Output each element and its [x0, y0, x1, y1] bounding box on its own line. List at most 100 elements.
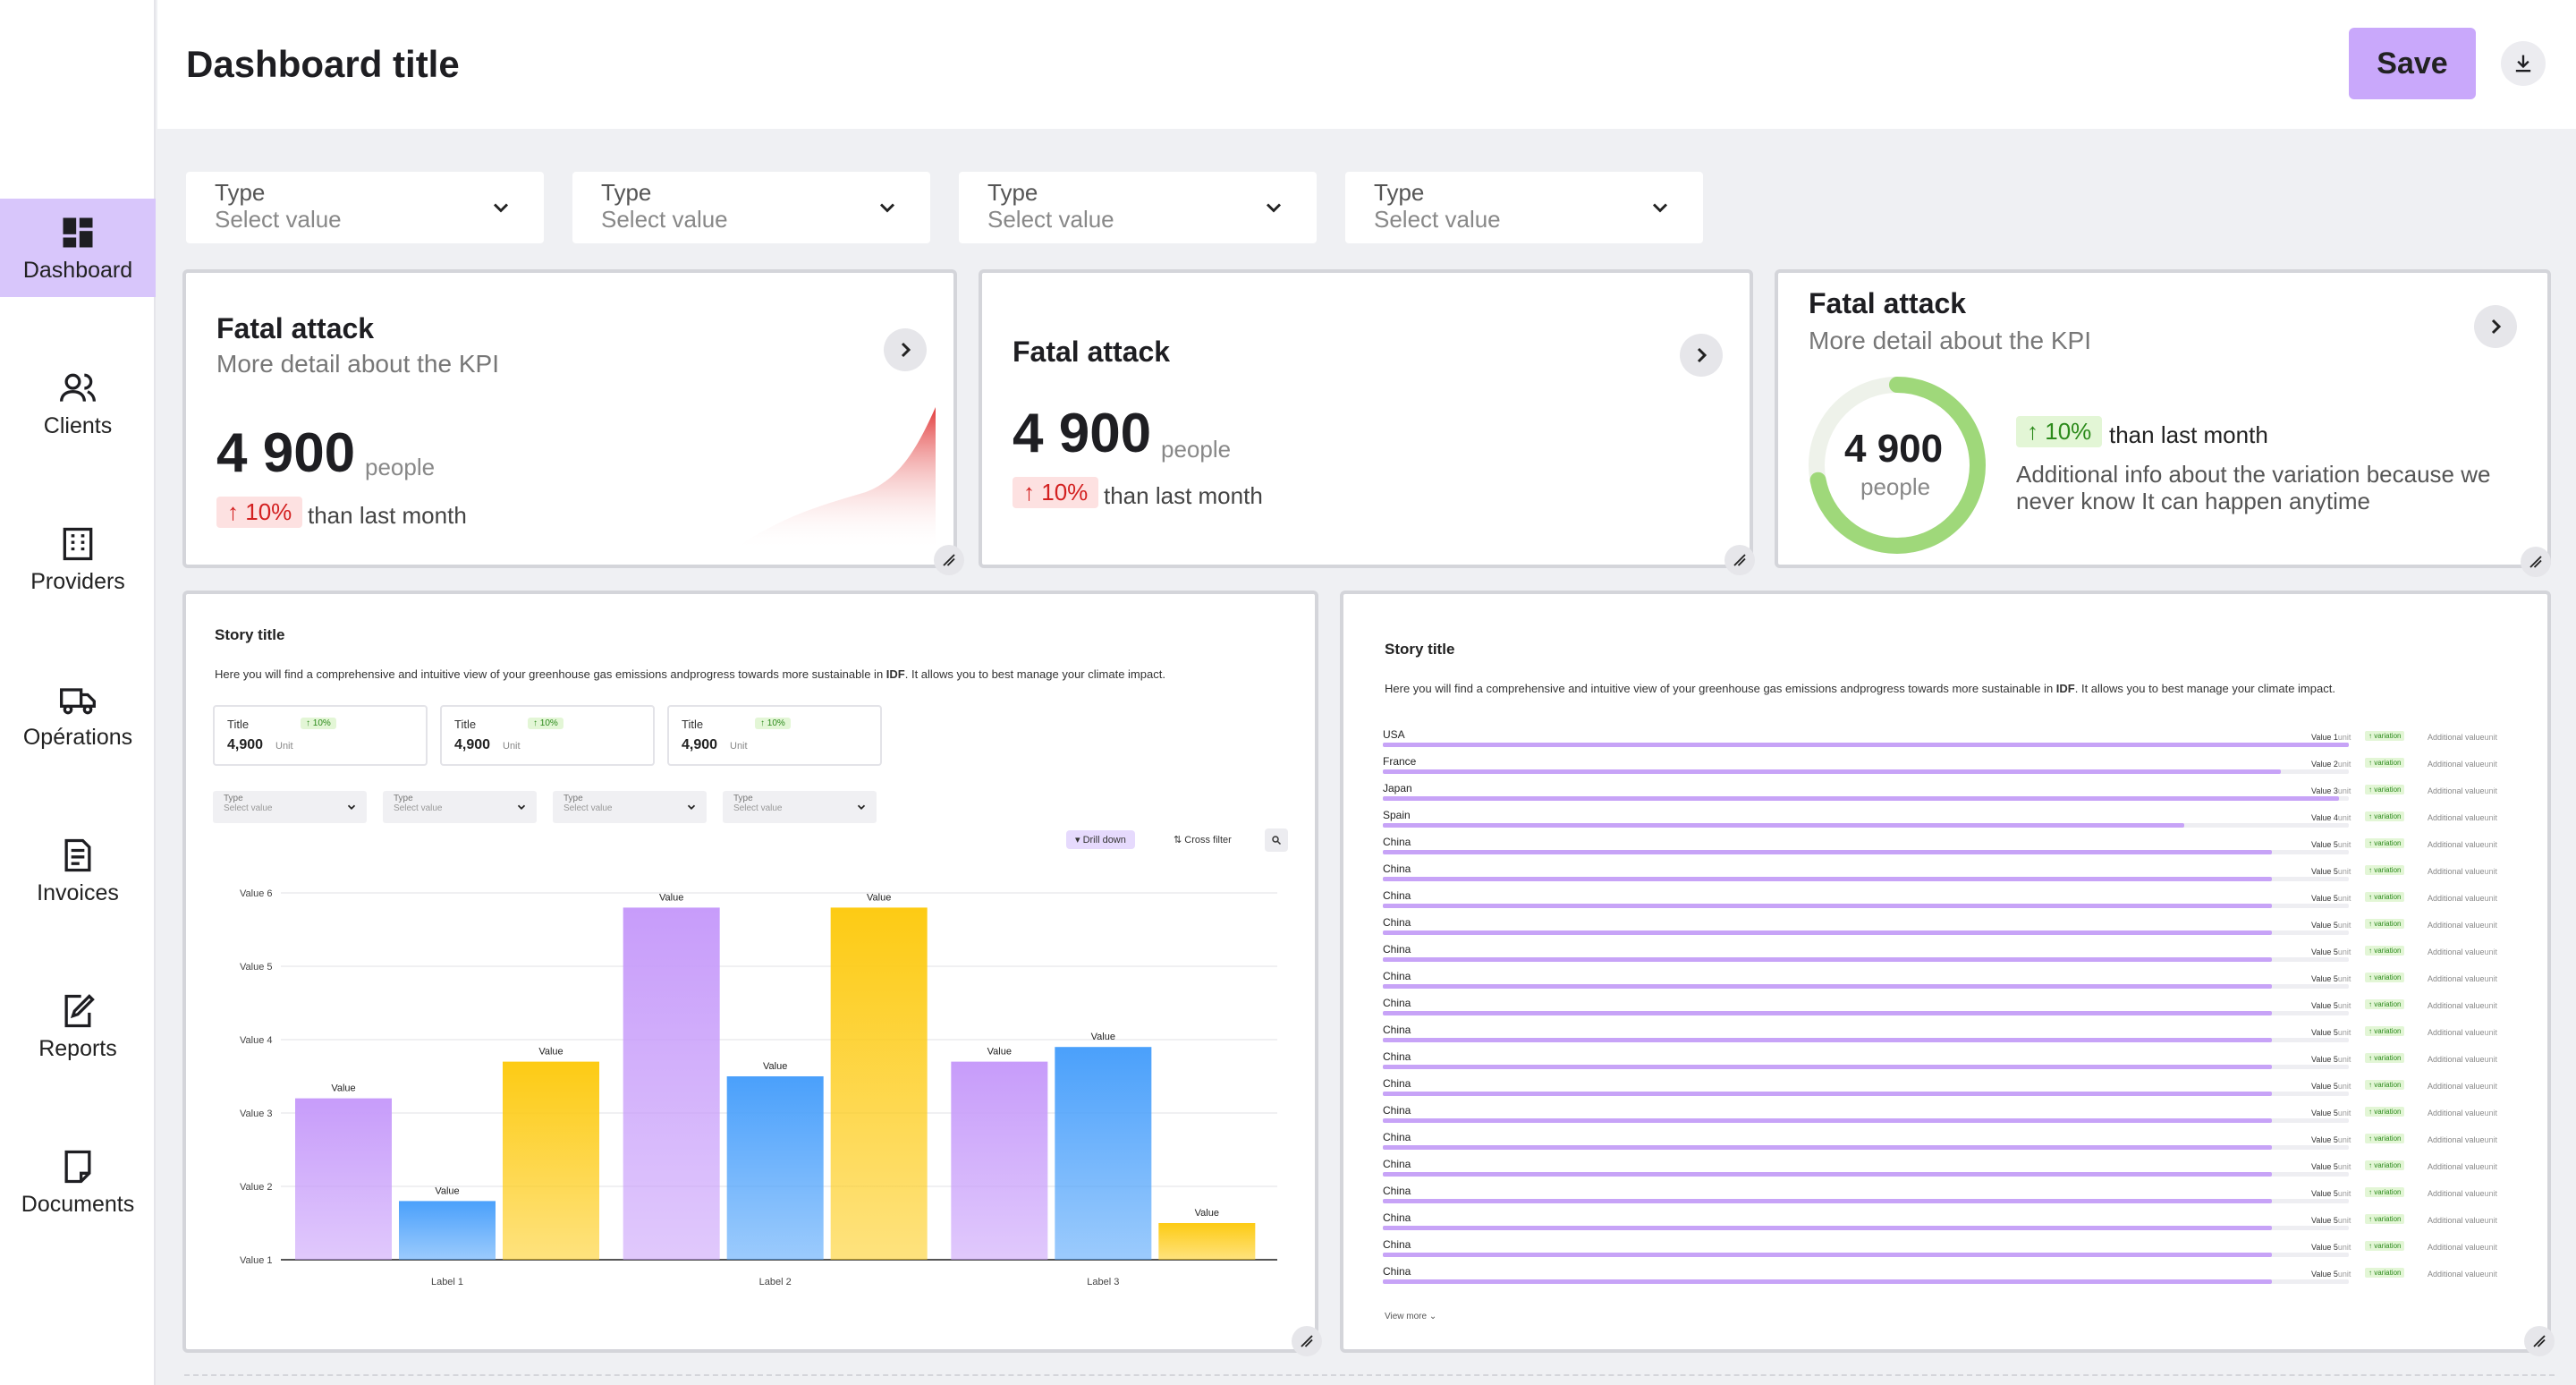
y-tick-label: Value 2	[240, 1182, 273, 1193]
kpi-unit: people	[365, 454, 436, 480]
kpi-detail-button[interactable]	[884, 328, 927, 371]
variation-badge: ↑ variation	[2365, 1053, 2405, 1063]
filter-dropdown[interactable]: Type Select value	[1345, 172, 1703, 243]
sidebar-item-documents[interactable]: Documents	[0, 1133, 156, 1231]
list-item: China Value 5unit ↑ variation Additional va…	[1383, 1185, 2563, 1210]
row-additional: Additional valueunit	[2428, 813, 2498, 822]
bar	[399, 1201, 496, 1260]
chevron-down-icon	[347, 804, 356, 810]
chart-filter-dropdown[interactable]: Type Select value	[213, 791, 367, 823]
variation-badge: ↑ variation	[2365, 999, 2405, 1009]
kpi-value: 4 900	[216, 422, 356, 484]
chart-filter-dropdown[interactable]: Type Select value	[553, 791, 707, 823]
bar-value-label: Value	[763, 1061, 787, 1072]
chart-filter-dropdown[interactable]: Type Select value	[723, 791, 877, 823]
download-button[interactable]	[2501, 41, 2546, 86]
row-label: China	[1383, 1185, 1411, 1197]
resize-handle[interactable]	[2521, 547, 2551, 577]
kpi-value: 4 900	[1844, 427, 1944, 471]
story-card-chart: Story title Here you will find a compreh…	[182, 591, 1322, 1356]
list-item: Spain Value 4unit ↑ variation Additional va…	[1383, 809, 2563, 834]
row-label: China	[1383, 836, 1411, 848]
row-value: Value 5unit	[2311, 974, 2351, 983]
row-bar-track	[1383, 1172, 2349, 1177]
resize-handle[interactable]	[1292, 1326, 1322, 1356]
row-bar-track	[1383, 1092, 2349, 1096]
row-additional: Additional valueunit	[2428, 1055, 2498, 1064]
chevron-right-icon	[1697, 347, 1707, 363]
row-bar-track	[1383, 1145, 2349, 1150]
variation-badge: ↑ 10%	[528, 718, 564, 729]
variation-badge: ↑ 10%	[1013, 477, 1099, 508]
chevron-down-icon	[687, 804, 696, 810]
mini-kpi-value: 4,900	[454, 737, 491, 752]
sidebar-item-dashboard[interactable]: Dashboard	[0, 199, 156, 297]
cross-filter-button[interactable]: ⇅ Cross filter	[1168, 830, 1237, 849]
drill-down-button[interactable]: ▾ Drill down	[1066, 830, 1135, 849]
list-item: China Value 5unit ↑ variation Additional va…	[1383, 1131, 2563, 1156]
mini-kpi-card: Title ↑ 10% 4,900 Unit	[667, 705, 882, 766]
mini-kpi-card: Title ↑ 10% 4,900 Unit	[213, 705, 428, 766]
variation-badge: ↑ 10%	[755, 718, 791, 729]
list-item: China Value 5unit ↑ variation Additional va…	[1383, 1050, 2563, 1075]
row-additional: Additional valueunit	[2428, 840, 2498, 849]
resize-handle[interactable]	[2524, 1326, 2555, 1356]
sidebar: Dashboard Clients Providers Opérations I…	[0, 0, 156, 1385]
story-description: Here you will find a comprehensive and i…	[1385, 682, 2335, 695]
variation-badge: ↑ variation	[2365, 731, 2405, 741]
list-item: China Value 5unit ↑ variation Additional va…	[1383, 1024, 2563, 1049]
variation-badge: ↑ variation	[2365, 865, 2405, 875]
row-value: Value 3unit	[2311, 786, 2351, 795]
mini-kpi-card: Title ↑ 10% 4,900 Unit	[440, 705, 655, 766]
chart-search-button[interactable]	[1265, 828, 1288, 852]
row-additional: Additional valueunit	[2428, 1216, 2498, 1225]
sidebar-item-operations[interactable]: Opérations	[0, 666, 156, 764]
row-bar	[1383, 1118, 2272, 1123]
row-label: France	[1383, 755, 1417, 768]
variation-value: 10%	[1041, 479, 1089, 506]
truck-icon	[60, 687, 96, 714]
variation-badge: ↑ variation	[2365, 1241, 2405, 1251]
sidebar-item-invoices[interactable]: Invoices	[0, 821, 156, 920]
row-bar-track	[1383, 850, 2349, 854]
kpi-detail-button[interactable]	[2474, 305, 2517, 348]
view-more-link[interactable]: View more ⌄	[1385, 1312, 1437, 1321]
filter-dropdown[interactable]: Type Select value	[186, 172, 544, 243]
save-button[interactable]: Save	[2349, 28, 2476, 99]
chart-filter-dropdown[interactable]: Type Select value	[383, 791, 537, 823]
row-label: China	[1383, 1077, 1411, 1090]
resize-icon	[943, 554, 955, 566]
row-label: China	[1383, 1265, 1411, 1278]
bar-chart: Value 1 Value 2 Value 3 Value 4 Value 5 Value…	[240, 888, 1277, 1287]
row-bar-track	[1383, 1199, 2349, 1203]
row-bar-track	[1383, 1038, 2349, 1042]
row-bar	[1383, 1226, 2272, 1230]
filter-dropdown[interactable]: Type Select value	[572, 172, 930, 243]
variation-badge: ↑ variation	[2365, 1268, 2405, 1278]
row-value: Value 5unit	[2311, 1243, 2351, 1252]
row-additional: Additional valueunit	[2428, 1082, 2498, 1091]
row-bar-track	[1383, 984, 2349, 989]
sidebar-item-providers[interactable]: Providers	[0, 510, 156, 608]
sidebar-item-clients[interactable]: Clients	[0, 354, 156, 453]
list-item: China Value 5unit ↑ variation Additional va…	[1383, 997, 2563, 1022]
row-label: China	[1383, 1131, 1411, 1143]
resize-handle[interactable]	[1724, 545, 1755, 575]
list-item: China Value 5unit ↑ variation Additional va…	[1383, 1104, 2563, 1129]
mini-kpi-title: Title	[227, 718, 250, 731]
variation-badge: ↑ variation	[2365, 892, 2405, 902]
filter-dropdown[interactable]: Type Select value	[959, 172, 1317, 243]
list-item: France Value 2unit ↑ variation Additional v…	[1383, 755, 2563, 780]
row-bar-track	[1383, 743, 2349, 747]
kpi-detail-button[interactable]	[1680, 334, 1723, 377]
row-label: China	[1383, 970, 1411, 982]
resize-handle[interactable]	[934, 545, 964, 575]
variation-badge: ↑ 10%	[301, 718, 336, 729]
variation-badge: ↑ variation	[2365, 1214, 2405, 1224]
sidebar-item-reports[interactable]: Reports	[0, 977, 156, 1075]
mini-kpi-value: 4,900	[227, 737, 264, 752]
variation-badge: ↑ 10%	[216, 497, 303, 528]
chevron-down-icon	[1266, 203, 1282, 213]
filter-value: Select value	[215, 206, 342, 233]
row-bar-track	[1383, 1011, 2349, 1015]
